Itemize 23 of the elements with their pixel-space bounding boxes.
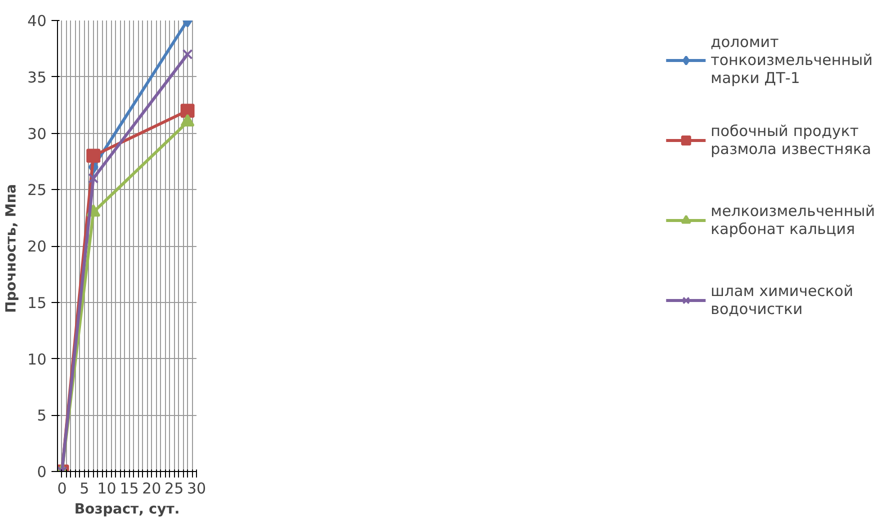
y-tick-label: 40	[27, 12, 47, 30]
x-tick-label: 0	[57, 480, 67, 498]
x-tick-label: 5	[80, 480, 90, 498]
x-axis-title: Возраст, сут.	[74, 502, 180, 518]
y-tick-label: 35	[27, 68, 47, 86]
x-tick-label: 30	[186, 480, 206, 498]
y-tick-label: 10	[27, 350, 47, 368]
point	[182, 49, 193, 60]
y-tick-label: 20	[27, 238, 47, 256]
legend-label: мелкоизмельченный карбонат кальция	[710, 201, 875, 240]
x-tick-label: 15	[120, 480, 139, 498]
legend-label: побочный продукт размола известняка	[710, 121, 872, 160]
y-tick-label: 5	[36, 406, 47, 425]
x-tick-label: 25	[164, 480, 184, 498]
legend-label: шлам химической водочистки	[710, 281, 854, 320]
y-tick-label: 15	[27, 294, 47, 312]
x-tick-label: 10	[97, 480, 116, 498]
y-tick-label: 0	[36, 463, 47, 481]
x-tick-label: 20	[142, 480, 162, 498]
y-tick-label: 25	[27, 181, 47, 200]
y-tick-label: 30	[27, 124, 47, 143]
legend-label: доломит тонкоизмельченный марки ДТ-1	[710, 32, 873, 89]
y-axis-title: Прочность, Мпа	[3, 184, 20, 313]
